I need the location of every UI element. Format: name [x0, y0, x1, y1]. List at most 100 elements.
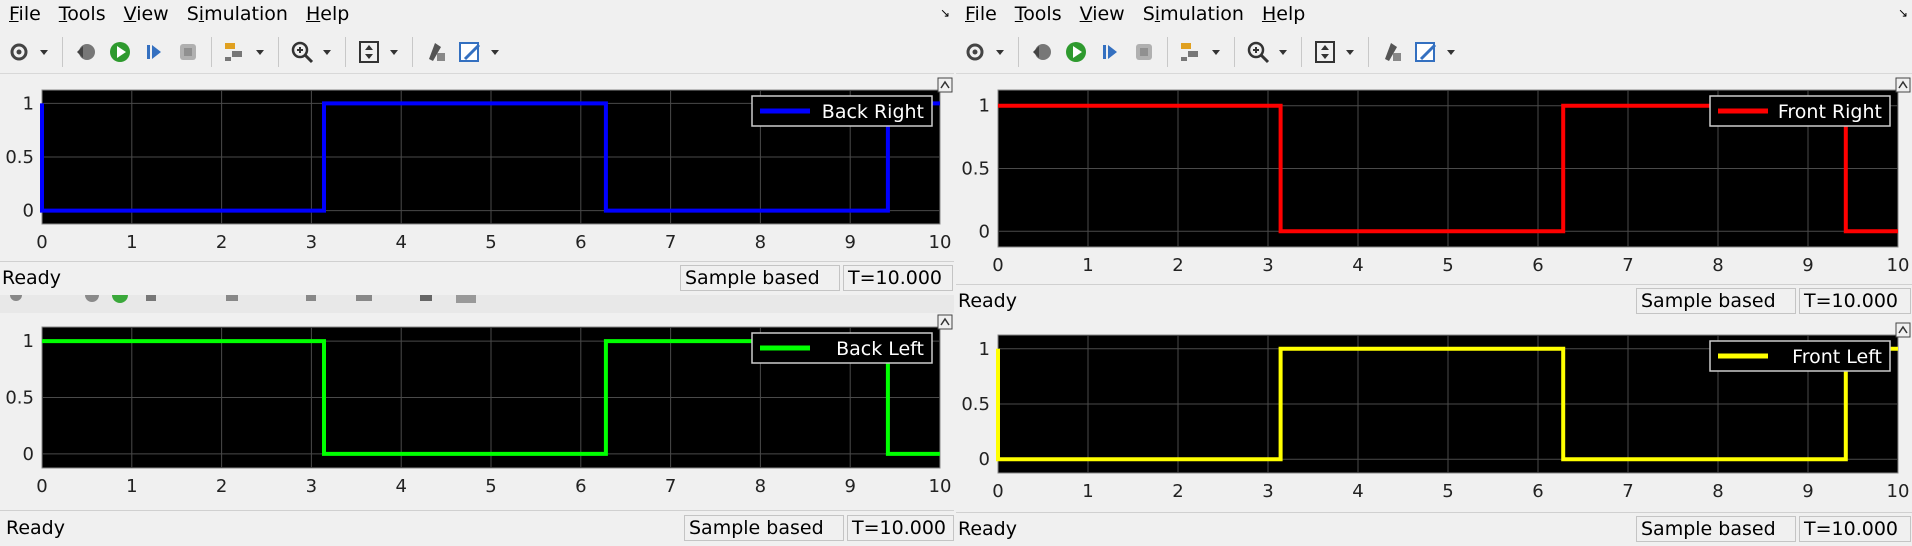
x-tick-label: 5	[485, 476, 496, 497]
status-ready: Ready	[6, 517, 65, 539]
menu-view[interactable]: View	[123, 3, 169, 25]
x-tick-label: 1	[1082, 481, 1093, 502]
menu-tools[interactable]: Tools	[1014, 3, 1062, 25]
x-tick-label: 9	[844, 476, 855, 497]
cursor-measure-icon[interactable]	[1377, 37, 1407, 67]
toolbar-separator	[1018, 36, 1019, 67]
menu-help[interactable]: Help	[305, 3, 350, 25]
undock-icon[interactable]	[937, 77, 953, 93]
undock-icon[interactable]	[1895, 77, 1911, 93]
stop-icon[interactable]	[173, 37, 203, 67]
x-tick-label: 1	[1082, 255, 1093, 276]
x-tick-label: 9	[844, 232, 855, 253]
x-tick-label: 3	[306, 476, 317, 497]
settings-icon[interactable]	[4, 37, 34, 67]
chevron-down-icon[interactable]	[489, 37, 501, 67]
menu-file[interactable]: File	[965, 3, 997, 25]
run-icon[interactable]	[1061, 37, 1091, 67]
status-mode: Sample based	[1636, 516, 1796, 542]
fit-axes-icon[interactable]	[354, 37, 384, 67]
y-tick-label: 0.5	[5, 388, 34, 409]
menu-help[interactable]: Help	[1261, 3, 1306, 25]
chevron-down-icon[interactable]	[388, 37, 400, 67]
cursor-measure-icon[interactable]	[421, 37, 451, 67]
plot-area: 0 1 2 3 4 5 6 7 8 9 10 0 0.5 1 Back Right	[0, 76, 954, 262]
settings-icon[interactable]	[960, 37, 990, 67]
style-edit-icon[interactable]	[455, 37, 485, 67]
toolbar-separator	[1234, 36, 1235, 67]
x-tick-label: 7	[1622, 481, 1633, 502]
y-tick-label: 0.5	[961, 159, 990, 180]
zoom-icon[interactable]	[1243, 37, 1273, 67]
chevron-down-icon[interactable]	[1277, 37, 1289, 67]
chevron-down-icon[interactable]	[994, 37, 1006, 67]
status-mode: Sample based	[684, 515, 844, 541]
run-icon[interactable]	[105, 37, 135, 67]
x-tick-label: 10	[929, 476, 952, 497]
toolbar-separator	[278, 36, 279, 67]
toolbar-separator	[1368, 36, 1369, 67]
x-tick-label: 5	[1442, 481, 1453, 502]
stop-icon[interactable]	[1129, 37, 1159, 67]
x-tick-label: 2	[1172, 255, 1183, 276]
x-tick-label: 0	[992, 481, 1003, 502]
plot-area: 0 1 2 3 4 5 6 7 8 9 10 0 0.5 1 Front Left	[956, 321, 1912, 511]
chevron-down-icon[interactable]	[1344, 37, 1356, 67]
step-back-icon[interactable]	[1027, 37, 1057, 67]
x-tick-label: 2	[1172, 481, 1183, 502]
step-forward-icon[interactable]	[139, 37, 169, 67]
chevron-down-icon[interactable]	[38, 37, 50, 67]
toolbar-separator	[62, 36, 63, 67]
x-tick-label: 6	[575, 232, 586, 253]
chevron-down-icon[interactable]	[321, 37, 333, 67]
status-ready: Ready	[2, 267, 61, 289]
step-forward-icon[interactable]	[1095, 37, 1125, 67]
status-ready: Ready	[958, 518, 1017, 540]
series-line	[998, 103, 1898, 234]
x-tick-label: 5	[1442, 255, 1453, 276]
x-tick-label: 0	[992, 255, 1003, 276]
undock-icon[interactable]	[1895, 322, 1911, 338]
status-ready: Ready	[958, 290, 1017, 312]
fit-axes-icon[interactable]	[1310, 37, 1340, 67]
menu-simulation[interactable]: Simulation	[1142, 3, 1244, 25]
legend: Back Left	[751, 332, 933, 364]
menu-file[interactable]: File	[9, 3, 41, 25]
highlight-icon[interactable]	[220, 37, 250, 67]
status-time: T=10.000	[843, 265, 953, 291]
highlight-icon[interactable]	[1176, 37, 1206, 67]
toolbar	[0, 30, 954, 74]
step-back-icon[interactable]	[71, 37, 101, 67]
y-tick-label: 1	[23, 331, 34, 352]
scope-window-front-right: File Tools View Simulation Help ↘ 0 1 2 3 4 5…	[956, 0, 1912, 285]
undock-icon[interactable]	[937, 314, 953, 330]
plot-area: 0 1 2 3 4 5 6 7 8 9 10 0 0.5 1 Back Left	[0, 313, 954, 506]
chevron-down-icon[interactable]	[1445, 37, 1457, 67]
statusbar-front-right: Ready Sample based T=10.000	[956, 284, 1912, 318]
y-tick-label: 0	[979, 449, 990, 470]
scope-window-back-right: File Tools View Simulation Help ↘ 0 1 2 3 4 5…	[0, 0, 954, 262]
dock-arrow-icon[interactable]: ↘	[1897, 6, 1908, 20]
legend: Back Right	[751, 95, 933, 127]
status-mode: Sample based	[1636, 288, 1796, 314]
y-tick-label: 1	[23, 93, 34, 114]
x-tick-label: 3	[306, 232, 317, 253]
x-tick-label: 7	[665, 476, 676, 497]
x-tick-label: 5	[485, 232, 496, 253]
toolbar-separator	[211, 36, 212, 67]
chevron-down-icon[interactable]	[254, 37, 266, 67]
x-tick-label: 1	[126, 476, 137, 497]
series-line	[42, 339, 940, 456]
chevron-down-icon[interactable]	[1210, 37, 1222, 67]
series-line	[996, 346, 1898, 462]
y-tick-label: 0	[979, 221, 990, 242]
zoom-icon[interactable]	[287, 37, 317, 67]
legend: Front Right	[1709, 95, 1891, 127]
dock-arrow-icon[interactable]: ↘	[939, 6, 950, 20]
toolbar	[956, 30, 1912, 74]
scope-chart-front-left: 0 1 2 3 4 5 6 7 8 9 10 0 0.5 1 Front Left	[956, 321, 1912, 511]
menu-simulation[interactable]: Simulation	[186, 3, 288, 25]
menu-view[interactable]: View	[1079, 3, 1125, 25]
menu-tools[interactable]: Tools	[58, 3, 106, 25]
style-edit-icon[interactable]	[1411, 37, 1441, 67]
